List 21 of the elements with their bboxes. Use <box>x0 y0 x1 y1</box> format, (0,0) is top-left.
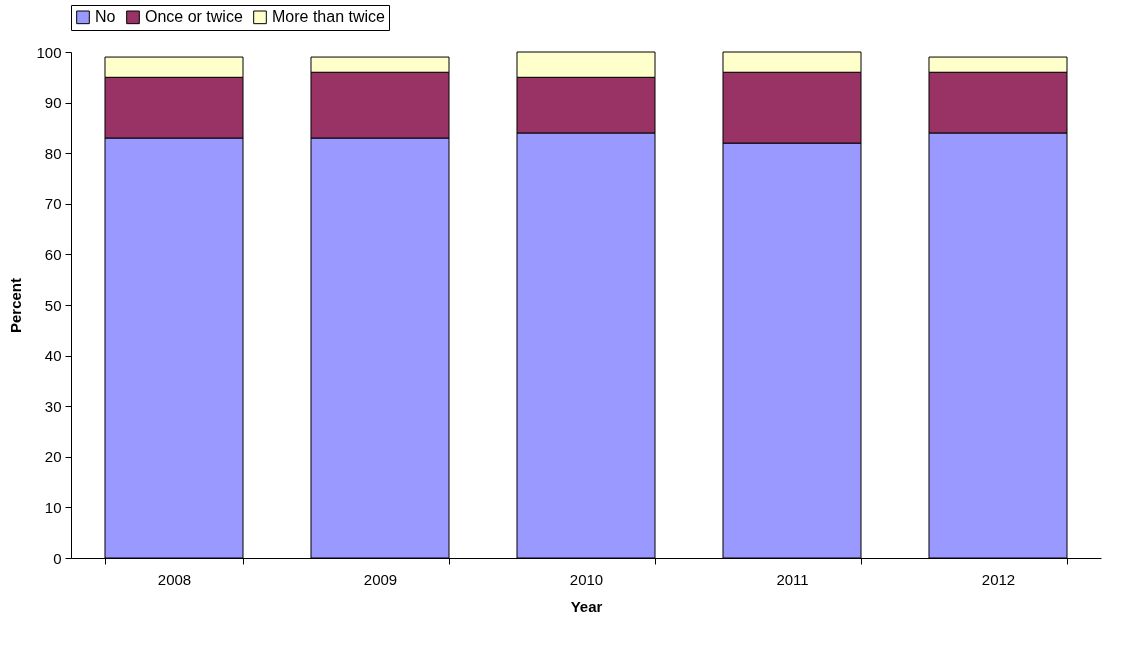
x-tick-label: 2010 <box>569 570 604 588</box>
y-tick-label: 100 <box>36 43 62 61</box>
y-tick-label: 30 <box>44 397 62 415</box>
y-tick-label: 70 <box>44 195 62 213</box>
legend-label: Once or twice <box>145 8 243 26</box>
y-tick-label: 90 <box>44 94 62 112</box>
legend-label: No <box>95 8 116 26</box>
y-tick-label: 60 <box>44 245 62 263</box>
y-axis-title: Percent <box>7 277 25 334</box>
y-tick-label: 40 <box>44 347 62 365</box>
y-tick-label: 50 <box>44 296 62 314</box>
x-axis-title: Year <box>570 597 603 615</box>
x-tick-label: 2009 <box>363 570 398 588</box>
y-tick-label: 20 <box>44 448 62 466</box>
y-tick-label: 80 <box>44 144 62 162</box>
x-tick-label: 2011 <box>776 570 809 588</box>
x-tick-label: 2008 <box>157 570 192 588</box>
y-tick-label: 0 <box>53 549 62 567</box>
legend-label: More than twice <box>272 8 386 26</box>
x-tick-label: 2012 <box>981 570 1016 588</box>
y-tick-label: 10 <box>44 498 62 516</box>
